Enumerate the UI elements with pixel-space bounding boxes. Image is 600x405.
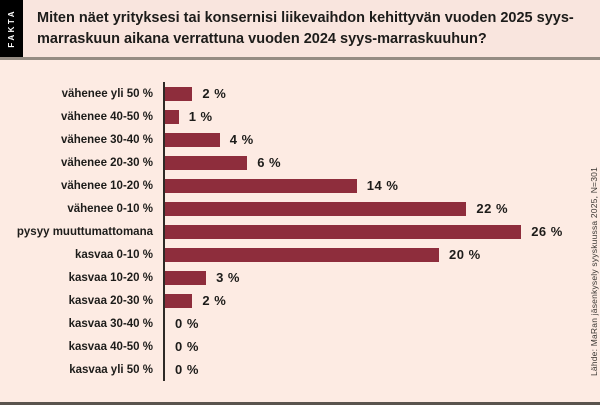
bar-area: 2 % <box>163 82 600 105</box>
category-label: vähenee 20-30 % <box>60 156 153 169</box>
category-label: kasvaa yli 50 % <box>69 363 153 376</box>
bar <box>165 132 220 147</box>
fakta-badge: FAKTA <box>0 0 23 57</box>
title-band: FAKTA Miten näet yrityksesi tai konserni… <box>0 0 600 60</box>
value-label: 6 % <box>257 155 282 170</box>
chart-row: kasvaa 0-10 % 20 % <box>0 243 600 266</box>
value-label: 1 % <box>188 109 213 124</box>
category-label: vähenee 30-40 % <box>60 133 153 146</box>
chart-row: pysyy muuttumattomana 26 % <box>0 220 600 243</box>
value-label: 0 % <box>175 362 199 377</box>
chart-row: vähenee 10-20 % 14 % <box>0 174 600 197</box>
value-label: 14 % <box>366 178 399 193</box>
bar <box>165 293 193 308</box>
bar-area: 6 % <box>163 151 600 174</box>
value-label: 20 % <box>449 247 481 262</box>
bar <box>165 155 248 170</box>
bar <box>165 178 357 193</box>
category-label: kasvaa 20-30 % <box>68 294 153 307</box>
chart-row: kasvaa 30-40 % 0 % <box>0 312 600 335</box>
category-label: pysyy muuttumattomana <box>16 225 153 238</box>
fakta-label: FAKTA <box>7 9 16 48</box>
category-label: vähenee yli 50 % <box>61 87 153 100</box>
category-label: kasvaa 40-50 % <box>68 340 153 353</box>
chart-row: kasvaa yli 50 % 0 % <box>0 358 600 381</box>
bar <box>165 270 207 285</box>
bar-area: 2 % <box>163 289 600 312</box>
value-label: 22 % <box>476 201 509 216</box>
bar <box>165 86 193 101</box>
bar-area: 3 % <box>163 266 600 289</box>
chart-row: vähenee yli 50 % 2 % <box>0 82 600 105</box>
category-label: kasvaa 30-40 % <box>68 317 153 330</box>
value-label: 26 % <box>531 224 563 239</box>
bar-area: 0 % <box>163 312 600 335</box>
value-label: 2 % <box>202 86 227 101</box>
bar-area: 22 % <box>163 197 600 220</box>
chart-row: kasvaa 10-20 % 3 % <box>0 266 600 289</box>
category-label: vähenee 40-50 % <box>60 110 153 123</box>
bar-area: 1 % <box>163 105 600 128</box>
bar-area: 0 % <box>163 335 600 358</box>
value-label: 3 % <box>216 270 240 285</box>
chart-row: kasvaa 40-50 % 0 % <box>0 335 600 358</box>
bar <box>165 224 522 239</box>
bar <box>165 109 179 124</box>
bar <box>165 201 467 216</box>
bar-area: 0 % <box>163 358 600 381</box>
bar-area: 26 % <box>163 220 600 243</box>
bar-area: 4 % <box>163 128 600 151</box>
bar <box>165 247 439 262</box>
chart-row: kasvaa 20-30 % 2 % <box>0 289 600 312</box>
chart-row: vähenee 0-10 % 22 % <box>0 197 600 220</box>
bar-area: 20 % <box>163 243 600 266</box>
chart-rows: vähenee yli 50 % 2 % vähenee 40-50 % 1 % väh… <box>0 82 600 381</box>
bar-area: 14 % <box>163 174 600 197</box>
category-label: kasvaa 10-20 % <box>68 271 153 284</box>
chart-title: Miten näet yrityksesi tai konsernisi lii… <box>37 10 574 47</box>
chart-row: vähenee 40-50 % 1 % <box>0 105 600 128</box>
value-label: 0 % <box>175 316 199 331</box>
chart-row: vähenee 30-40 % 4 % <box>0 128 600 151</box>
value-label: 0 % <box>175 339 199 354</box>
value-label: 2 % <box>202 293 227 308</box>
value-label: 4 % <box>229 132 254 147</box>
chart-row: vähenee 20-30 % 6 % <box>0 151 600 174</box>
category-label: vähenee 10-20 % <box>60 179 153 192</box>
source-note: Lähde: MaRan jäsenkysely syyskuussa 2025… <box>589 166 599 376</box>
category-label: kasvaa 0-10 % <box>74 248 153 261</box>
category-label: vähenee 0-10 % <box>67 202 153 215</box>
